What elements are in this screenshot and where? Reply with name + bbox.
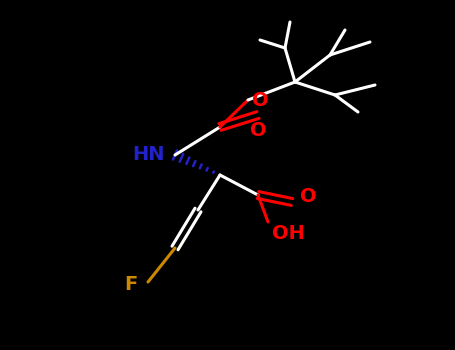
Text: O: O — [300, 187, 317, 205]
Text: O: O — [252, 91, 268, 110]
Text: O: O — [250, 120, 267, 140]
Text: OH: OH — [272, 224, 305, 243]
Text: HN: HN — [132, 146, 165, 164]
Text: F: F — [125, 275, 138, 294]
